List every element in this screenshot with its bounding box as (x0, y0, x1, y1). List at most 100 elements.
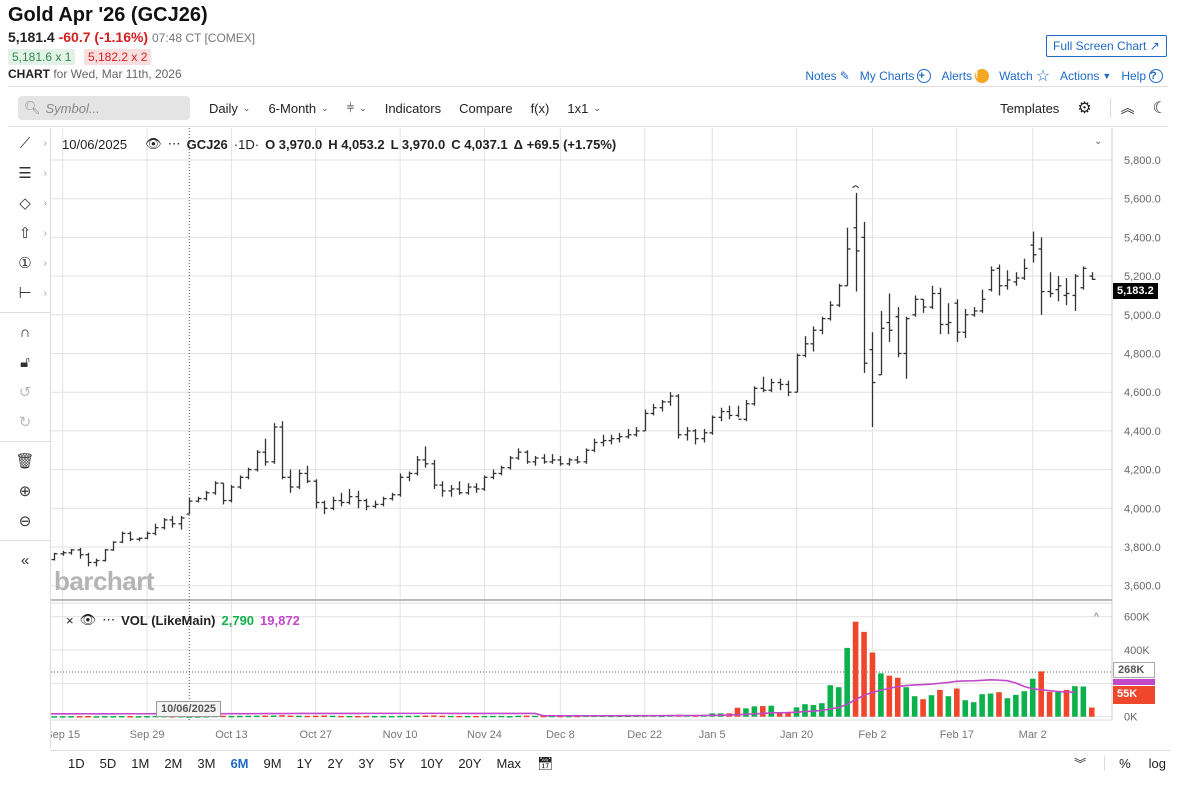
actions-menu[interactable]: Actions ▼ (1060, 69, 1111, 83)
more-dots-icon[interactable]: ⋯ (102, 612, 116, 627)
collapse-up-icon[interactable]: ︽ (1109, 98, 1135, 118)
date-tick-label: Sep 29 (130, 729, 165, 741)
collapse-icon[interactable]: « (20, 551, 30, 569)
more-dots-icon[interactable]: ⋯ (167, 136, 181, 151)
watch-link[interactable]: Watch ☆ (999, 66, 1050, 86)
volume-bar (945, 696, 952, 717)
range-button-3m[interactable]: 3M (197, 756, 216, 771)
volume-collapse-chevron-icon[interactable]: ^ (1094, 612, 1099, 623)
range-button-1m[interactable]: 1M (131, 756, 150, 771)
ohlc-bar (920, 298, 927, 313)
range-button-5d[interactable]: 5D (99, 756, 117, 771)
actions-label: Actions (1060, 69, 1100, 83)
templates-button[interactable]: Templates (1000, 100, 1060, 116)
volume-label: VOL (LikeMain) (121, 612, 216, 628)
interval-dropdown[interactable]: Daily ⌄ (209, 101, 250, 116)
magnet-icon[interactable]: ∩ (19, 323, 31, 341)
date-tick-label: Dec 22 (627, 729, 662, 741)
ohlc-bar (616, 432, 623, 443)
layout-dropdown[interactable]: 1x1 ⌄ (567, 101, 601, 116)
unlock-icon[interactable]: 🔓︎ (20, 353, 30, 371)
zoom-in-icon[interactable]: ⊕ (18, 483, 32, 500)
high-marker (852, 185, 859, 189)
range-button-9m[interactable]: 9M (263, 756, 282, 771)
ohlc-bar (574, 456, 581, 464)
measure-tool-icon[interactable]: ⊢ › (18, 285, 47, 302)
chevron-down-icon: ⌄ (593, 102, 601, 113)
arrow-tool-icon[interactable]: ⇧ › (18, 225, 47, 242)
volume-bar (262, 715, 268, 718)
price-tick-label: 5,400.0 (1124, 232, 1161, 244)
ohlc-bar (330, 496, 337, 511)
crosshair-date-tooltip: 10/06/2025 (156, 701, 222, 717)
ohlc-bar (515, 448, 522, 460)
symbol-search-input[interactable]: 🔍︎ Symbol... (18, 96, 190, 120)
full-screen-chart-button[interactable]: Full Screen Chart ↗ (1046, 35, 1167, 57)
volume-bar (861, 631, 867, 717)
ohlc-bar (304, 465, 311, 484)
ohlc-bar (827, 301, 834, 321)
trash-icon[interactable]: 🗑︎ (15, 453, 35, 470)
range-button-3y[interactable]: 3Y (358, 756, 375, 771)
indicators-button[interactable]: Indicators (384, 100, 442, 116)
divider (0, 312, 50, 313)
percent-scale-toggle[interactable]: % (1104, 756, 1131, 771)
notes-link[interactable]: Notes ✎ (805, 69, 849, 83)
ohlc-bar (44, 555, 50, 562)
close-icon[interactable]: × (66, 612, 74, 628)
settings-gear-icon[interactable]: ⚙ (1077, 100, 1092, 117)
range-button-20y[interactable]: 20Y (458, 756, 482, 771)
expand-down-icon[interactable]: ︾ (1074, 757, 1087, 771)
fib-tool-icon[interactable]: ☰ › (18, 165, 47, 182)
divider (50, 128, 51, 748)
volume-bar (768, 705, 775, 717)
eye-icon[interactable]: 👁︎ (79, 612, 97, 627)
ohlc-bar (1055, 276, 1062, 302)
arrow-up-right-icon: ↗ (1149, 39, 1160, 53)
range-button-6m[interactable]: 6M (230, 756, 249, 771)
undo-icon[interactable]: ↺ (18, 384, 32, 401)
range-button-1y[interactable]: 1Y (296, 756, 313, 771)
chart-type-dropdown[interactable]: ⫩ ⌄ (347, 100, 367, 116)
eye-icon[interactable]: 👁︎ (145, 136, 162, 151)
dark-mode-moon-icon[interactable]: ☾ (1152, 100, 1167, 117)
legend-collapse-chevron-icon[interactable]: ⌄ (1094, 136, 1103, 147)
ohlc-bar (169, 516, 176, 528)
range-button-max[interactable]: Max (496, 756, 522, 771)
page-title: Gold Apr '26 (GCJ26) (8, 4, 208, 26)
period-dropdown[interactable]: 6-Month ⌄ (268, 101, 328, 116)
zoom-out-icon[interactable]: ⊖ (18, 513, 32, 530)
date-tick-label: Oct 13 (215, 729, 247, 741)
drawing-tools-sidebar: ⟋ › ☰ › ◇ › ⇧ › ① › ⊢ › ∩ 🔓︎ ↺ ↻ 🗑︎ ⊕ ⊖ « (0, 128, 50, 575)
ohlc-bar (1004, 270, 1011, 290)
volume-bar (869, 652, 876, 717)
log-scale-toggle[interactable]: log (1148, 756, 1166, 771)
compare-button[interactable]: Compare (459, 100, 513, 116)
range-button-10y[interactable]: 10Y (420, 756, 444, 771)
range-button-5y[interactable]: 5Y (389, 756, 406, 771)
date-tick-label: Jan 5 (699, 729, 726, 741)
range-button-2m[interactable]: 2M (164, 756, 183, 771)
range-button-2y[interactable]: 2Y (327, 756, 344, 771)
volume-value: 2,790 (221, 612, 255, 628)
volume-bar (760, 706, 766, 717)
volume-bar (878, 673, 884, 717)
layout-label: 1x1 (567, 100, 589, 116)
shape-tool-icon[interactable]: ◇ › (19, 195, 47, 212)
calendar-icon[interactable]: 📅︎ (537, 755, 554, 771)
ohlc-bar (498, 465, 505, 476)
volume-bar (1072, 686, 1078, 717)
function-button[interactable]: f(x) (530, 100, 550, 116)
number-marker-icon[interactable]: ① › (18, 255, 47, 272)
my-charts-link[interactable]: My Charts + (860, 69, 932, 83)
ohlc-bar (1080, 266, 1087, 290)
redo-icon[interactable]: ↻ (18, 414, 32, 431)
volume-bar (1038, 671, 1044, 717)
range-button-1d[interactable]: 1D (68, 756, 85, 771)
help-link[interactable]: Help? (1121, 69, 1163, 83)
alerts-link[interactable]: Alerts! (941, 69, 990, 83)
ohlc-bar (346, 488, 353, 505)
line-tool-icon[interactable]: ⟋ › (19, 134, 47, 152)
divider (8, 126, 1168, 127)
